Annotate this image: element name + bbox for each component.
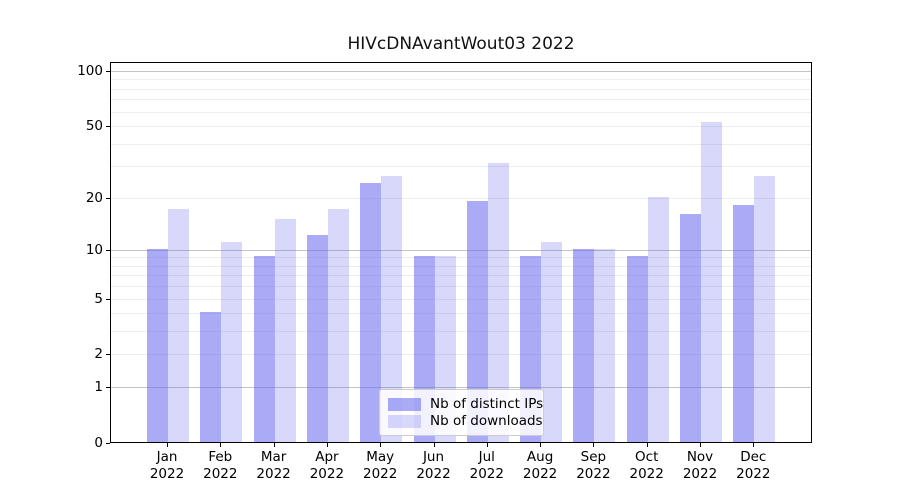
bar-downloads-feb bbox=[221, 241, 243, 442]
y-tick-mark-0 bbox=[106, 443, 110, 444]
x-tick-label-sep: Sep 2022 bbox=[576, 449, 611, 482]
x-tick-label-jan: Jan 2022 bbox=[149, 449, 185, 482]
legend-swatch-downloads bbox=[388, 414, 421, 428]
gridline-minor-5 bbox=[111, 298, 811, 300]
y-tick-mark-50 bbox=[106, 126, 110, 128]
y-tick-label-1: 1 bbox=[94, 379, 103, 396]
gridline-minor-4 bbox=[111, 313, 811, 315]
gridline-major-100 bbox=[111, 71, 811, 72]
chart-title: HIVcDNAvantWout03 2022 bbox=[347, 34, 575, 54]
x-tick-mark-sep bbox=[593, 443, 595, 447]
x-tick-mark-may bbox=[380, 443, 382, 447]
gridline-minor-80 bbox=[111, 88, 811, 90]
y-tick-label-0: 0 bbox=[94, 435, 103, 451]
gridline-major-1 bbox=[111, 387, 811, 389]
gridline-minor-3 bbox=[111, 331, 811, 333]
bar-downloads-nov bbox=[701, 121, 722, 442]
bar-distinct-ips-feb bbox=[200, 312, 222, 442]
bar-downloads-oct bbox=[647, 196, 669, 442]
gridline-minor-70 bbox=[111, 99, 811, 101]
x-tick-label-may: May 2022 bbox=[363, 449, 398, 482]
x-tick-label-apr: Apr 2022 bbox=[309, 449, 345, 482]
x-tick-mark-jan bbox=[167, 443, 168, 447]
x-tick-mark-jul bbox=[486, 443, 488, 447]
bar-distinct-ips-may bbox=[360, 182, 382, 442]
y-tick-label-100: 100 bbox=[77, 63, 103, 79]
bar-downloads-aug bbox=[541, 241, 563, 442]
y-tick-label-5: 5 bbox=[94, 290, 103, 307]
bar-downloads-sep bbox=[594, 248, 616, 442]
y-tick-label-50: 50 bbox=[85, 118, 103, 135]
gridline-minor-60 bbox=[111, 111, 811, 113]
y-axis: 100 50 20 10 5 2 1 0 bbox=[0, 0, 103, 500]
plot-area bbox=[110, 62, 812, 443]
bar-distinct-ips-mar bbox=[253, 256, 275, 442]
bar-downloads-mar bbox=[274, 218, 296, 442]
x-tick-mark-feb bbox=[220, 443, 222, 447]
y-tick-mark-2 bbox=[106, 354, 110, 356]
x-tick-label-jul: Jul 2022 bbox=[469, 449, 504, 482]
bar-downloads-may bbox=[381, 176, 403, 442]
gridline-minor-7 bbox=[111, 275, 811, 277]
x-tick-label-nov: Nov 2022 bbox=[682, 449, 718, 482]
gridline-minor-40 bbox=[111, 143, 811, 145]
y-tick-mark-10 bbox=[106, 249, 110, 251]
y-tick-label-2: 2 bbox=[94, 346, 103, 363]
bar-distinct-ips-sep bbox=[573, 248, 595, 442]
bar-distinct-ips-jan bbox=[147, 248, 168, 442]
legend-label-downloads: Nb of downloads bbox=[430, 413, 543, 429]
legend-label-distinct-ips: Nb of distinct IPs bbox=[430, 396, 544, 412]
y-tick-label-10: 10 bbox=[85, 241, 103, 258]
legend-item-distinct-ips: Nb of distinct IPs bbox=[388, 396, 543, 412]
gridline-minor-30 bbox=[111, 166, 811, 168]
y-tick-mark-5 bbox=[106, 298, 110, 300]
gridline-minor-8 bbox=[111, 265, 811, 267]
gridline-minor-9 bbox=[111, 257, 811, 259]
x-tick-mark-apr bbox=[326, 443, 328, 447]
bar-distinct-ips-oct bbox=[626, 256, 648, 442]
bar-downloads-jul bbox=[487, 162, 509, 442]
bar-distinct-ips-jul bbox=[466, 200, 488, 442]
bar-downloads-apr bbox=[327, 209, 349, 442]
bar-downloads-dec bbox=[754, 176, 776, 442]
gridline-minor-90 bbox=[111, 79, 811, 81]
x-tick-label-feb: Feb 2022 bbox=[203, 449, 238, 482]
bar-distinct-ips-nov bbox=[680, 213, 701, 442]
x-tick-label-aug: Aug 2022 bbox=[522, 449, 558, 482]
x-tick-mark-jun bbox=[433, 443, 435, 447]
gridline-minor-2 bbox=[111, 354, 811, 356]
legend: Nb of distinct IPs Nb of downloads bbox=[379, 389, 544, 436]
bar-downloads-jan bbox=[168, 209, 189, 442]
legend-swatch-distinct-ips bbox=[388, 397, 421, 411]
x-tick-label-mar: Mar 2022 bbox=[256, 449, 291, 482]
y-tick-mark-1 bbox=[106, 387, 110, 389]
x-tick-mark-dec bbox=[753, 443, 755, 447]
gridline-minor-50 bbox=[111, 126, 811, 128]
x-tick-mark-aug bbox=[540, 443, 542, 447]
x-tick-label-jun: Jun 2022 bbox=[416, 449, 451, 482]
bar-distinct-ips-dec bbox=[733, 204, 755, 442]
y-tick-mark-100 bbox=[106, 71, 110, 72]
y-tick-label-20: 20 bbox=[85, 189, 103, 206]
gridline-major-10 bbox=[111, 249, 811, 251]
bar-distinct-ips-apr bbox=[306, 235, 328, 442]
x-tick-mark-mar bbox=[273, 443, 275, 447]
x-tick-label-oct: Oct 2022 bbox=[629, 449, 664, 482]
x-tick-mark-oct bbox=[646, 443, 648, 447]
y-tick-mark-20 bbox=[106, 197, 110, 199]
x-tick-label-dec: Dec 2022 bbox=[736, 449, 771, 482]
gridline-minor-20 bbox=[111, 197, 811, 199]
gridline-minor-6 bbox=[111, 286, 811, 288]
legend-item-downloads: Nb of downloads bbox=[388, 413, 543, 429]
x-tick-mark-nov bbox=[700, 443, 701, 447]
